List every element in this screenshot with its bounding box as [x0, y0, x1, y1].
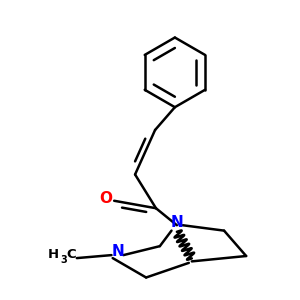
Text: C: C — [66, 248, 76, 261]
Text: H: H — [48, 248, 59, 261]
Text: 3: 3 — [60, 256, 67, 266]
Text: O: O — [99, 191, 112, 206]
Text: N: N — [112, 244, 124, 259]
Text: N: N — [171, 215, 184, 230]
